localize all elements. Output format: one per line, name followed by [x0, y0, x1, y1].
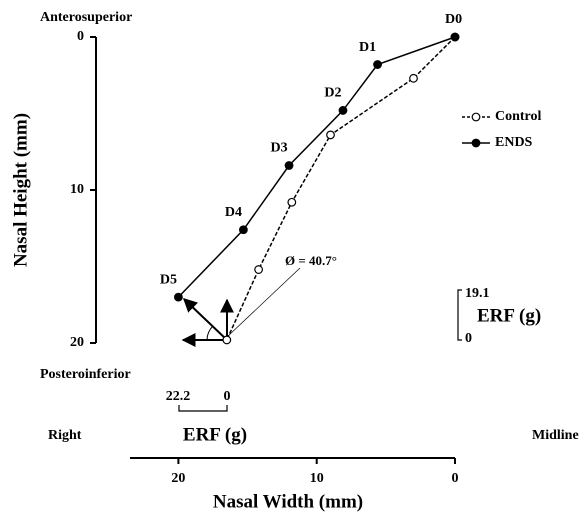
- data-point: [174, 292, 183, 302]
- point-label: D5: [160, 272, 177, 287]
- point-label: D4: [225, 205, 242, 220]
- force-vectors: [181, 267, 301, 347]
- data-point: [409, 73, 418, 83]
- data-point: [222, 335, 232, 345]
- data-point: [287, 197, 297, 207]
- legend-label: ENDS: [495, 135, 533, 150]
- y-axis-label: Nasal Height (mm): [10, 113, 31, 267]
- x-tick-label: 10: [310, 471, 324, 486]
- point-label: D0: [445, 12, 462, 27]
- scale-bar-label: ERF (g): [477, 305, 541, 326]
- resultant-force-arrow: [182, 298, 228, 341]
- data-point: [450, 32, 460, 42]
- legend-marker: [471, 112, 481, 122]
- annotation: Right: [48, 428, 82, 443]
- y-tick-label: 10: [70, 182, 84, 197]
- y-tick-label: 20: [70, 335, 84, 350]
- angle-leader: [227, 267, 301, 337]
- data-point: [326, 130, 335, 140]
- x-tick-label: 0: [452, 471, 459, 486]
- scale-bar-min: 0: [465, 331, 472, 346]
- scale-bar: [178, 405, 228, 412]
- y-tick-label: 0: [77, 29, 84, 44]
- annotation: Midline: [532, 428, 579, 443]
- data-point: [338, 106, 348, 115]
- scale-bar-label: ERF (g): [183, 424, 247, 445]
- legend-marker: [471, 138, 481, 148]
- point-label: D1: [359, 40, 376, 55]
- scale-bar: [457, 289, 462, 341]
- x-tick-label: 20: [171, 471, 185, 486]
- point-label: D2: [324, 86, 341, 101]
- data-point: [254, 265, 264, 274]
- annotation: Ø = 40.7°: [285, 253, 337, 268]
- scale-bar-max: 22.2: [166, 389, 191, 404]
- x-axis-label: Nasal Width (mm): [213, 491, 363, 512]
- annotation: Anterosuperior: [40, 10, 132, 25]
- point-label: D3: [270, 141, 287, 156]
- legend-label: Control: [495, 109, 542, 124]
- scale-bar-min: 0: [224, 389, 231, 404]
- scale-bar-max: 19.1: [465, 286, 490, 301]
- angle-arc: [206, 325, 214, 341]
- data-point: [239, 225, 248, 235]
- data-point: [373, 60, 382, 69]
- data-point: [284, 161, 294, 170]
- series-line: [226, 36, 456, 341]
- series-line: [177, 36, 456, 298]
- annotation: Posteroinferior: [40, 367, 131, 382]
